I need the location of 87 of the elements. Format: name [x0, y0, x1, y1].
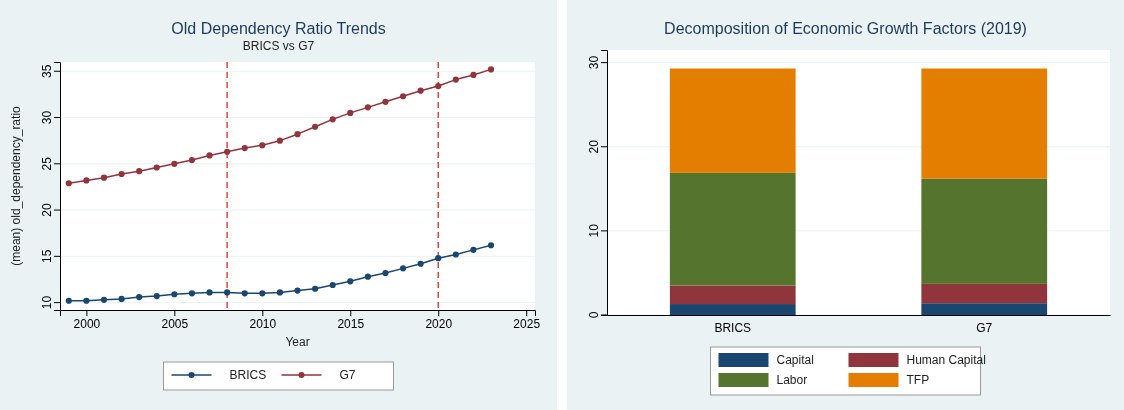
bar [669, 172, 796, 286]
point [487, 242, 495, 249]
point [435, 255, 442, 262]
point [312, 285, 319, 292]
y-tick-label: 35 [40, 64, 54, 78]
point [347, 278, 354, 285]
legend-label: Labor [776, 373, 808, 387]
point [206, 289, 213, 296]
x-tick-label: G7 [976, 321, 993, 336]
point [65, 180, 72, 187]
x-tick-label: 2005 [161, 316, 189, 331]
y-tick-label: 30 [587, 55, 601, 70]
point [382, 269, 389, 277]
point [347, 109, 354, 116]
point [470, 71, 477, 79]
legend-label: Human Capital [906, 353, 986, 367]
point [118, 170, 125, 178]
point [241, 290, 248, 297]
point [276, 137, 283, 144]
point [364, 273, 371, 280]
y-tick-label: 30 [40, 110, 54, 125]
point [188, 290, 196, 297]
point [417, 260, 424, 267]
point [294, 131, 301, 138]
point [364, 104, 371, 111]
y-tick-label: 20 [40, 203, 54, 217]
y-axis-title: (mean) old_dependency_ratio [9, 105, 23, 266]
y-tick-label: 20 [587, 139, 601, 154]
point [171, 291, 178, 298]
point [153, 293, 160, 300]
point [65, 297, 72, 304]
bar [669, 285, 796, 305]
point [136, 293, 143, 301]
point [188, 157, 196, 164]
legend-label: BRICS [229, 368, 267, 382]
point [435, 82, 442, 90]
x-tick-label: 2000 [73, 316, 101, 331]
y-tick-label: 0 [587, 311, 601, 319]
x-tick-label: 2010 [249, 316, 277, 331]
point [171, 160, 178, 167]
point [259, 142, 266, 149]
point [276, 289, 283, 296]
bar [921, 68, 1048, 179]
bar [921, 178, 1048, 284]
bar [669, 304, 796, 315]
x-tick-label: 2015 [337, 316, 365, 331]
point [153, 164, 160, 171]
legend-label: Capital [776, 353, 814, 367]
point [329, 281, 336, 289]
y-tick-label: 10 [40, 295, 54, 310]
point [118, 295, 125, 302]
point [329, 116, 336, 123]
point [417, 87, 424, 94]
point [487, 66, 495, 73]
point [206, 152, 213, 159]
y-tick-label: 10 [587, 223, 601, 238]
point [224, 289, 231, 296]
point [100, 174, 108, 181]
x-tick-label: BRICS [714, 321, 752, 336]
point [470, 246, 477, 253]
y-tick-label: 25 [40, 156, 54, 171]
point [100, 296, 108, 303]
chart-subtitle: BRICS vs G7 [242, 39, 315, 53]
point [452, 76, 459, 83]
point [399, 93, 407, 100]
x-axis-title: Year [285, 335, 310, 349]
point [224, 148, 231, 155]
point [83, 297, 90, 304]
legend-label: G7 [339, 368, 356, 382]
point [136, 168, 143, 175]
point [259, 290, 266, 297]
bar [669, 68, 796, 173]
x-tick-label: 2020 [425, 316, 453, 331]
point [452, 251, 459, 258]
point [241, 144, 248, 152]
point [83, 177, 90, 184]
point [312, 123, 319, 130]
y-tick-label: 15 [40, 249, 54, 264]
point [294, 287, 301, 294]
point [382, 98, 389, 105]
bar [921, 283, 1048, 304]
chart-title: Old Dependency Ratio Trends [171, 20, 386, 37]
bar [921, 303, 1048, 315]
point [399, 265, 407, 272]
chart-title: Decomposition of Economic Growth Factors (2019) [664, 20, 1027, 37]
legend-label: TFP [906, 373, 930, 387]
x-tick-label: 2025 [513, 316, 541, 331]
